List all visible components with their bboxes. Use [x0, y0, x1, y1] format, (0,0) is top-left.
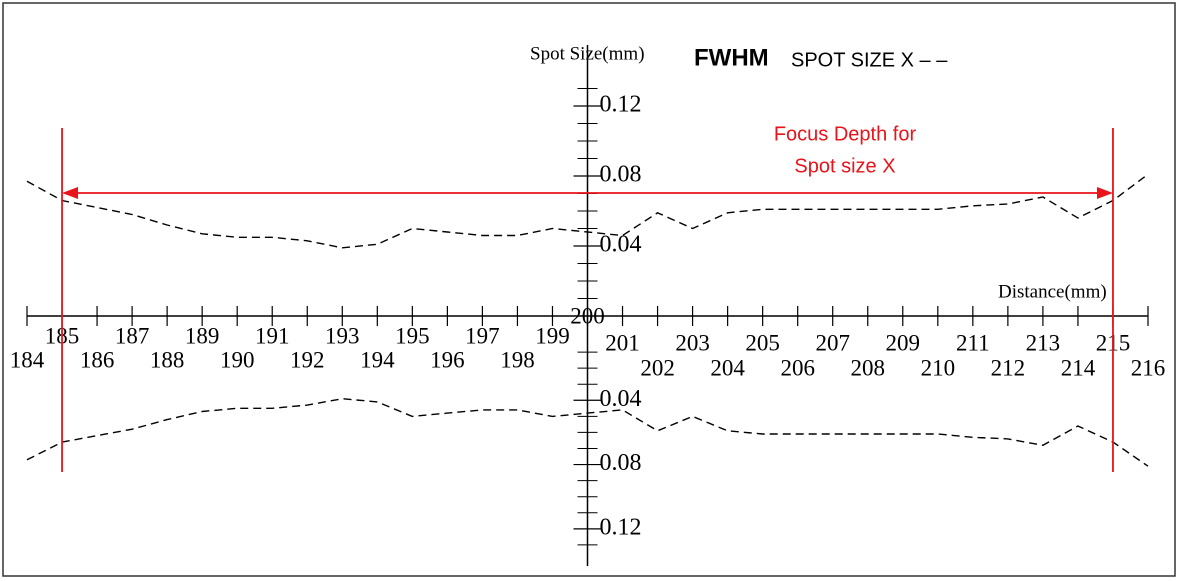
x-tick-label: 202 — [640, 355, 675, 380]
y-tick-label: 0.04 — [600, 232, 642, 258]
arrow-head — [1096, 187, 1113, 199]
line — [26, 173, 1149, 249]
x-tick-label: 210 — [921, 355, 956, 380]
x-tick-label: 206 — [780, 355, 815, 380]
x-tick-label: 205 — [745, 330, 780, 355]
title: SPOT SIZE X – – — [791, 49, 948, 71]
annotation: Spot size X — [794, 155, 895, 177]
x-title: Distance(mm) — [998, 281, 1107, 302]
x-tick-label: 201 — [605, 330, 640, 355]
x-tick-label: 188 — [150, 347, 185, 372]
x-tick-label: 197 — [465, 323, 500, 348]
x-tick-label: 204 — [710, 355, 745, 380]
x-tick-label: 195 — [395, 323, 430, 348]
x-tick-label: 184 — [10, 347, 45, 372]
x-tick-label: 196 — [430, 347, 465, 372]
y-tick-label: 0.08 — [600, 162, 642, 188]
x-tick-label: 192 — [290, 347, 325, 372]
x-tick-label: 199 — [535, 323, 570, 348]
x-tick-label: 186 — [80, 347, 115, 372]
x-tick-label: 200 — [570, 303, 605, 328]
x-tick-label: 193 — [325, 323, 360, 348]
title-bold: FWHM — [694, 44, 769, 71]
x-tick-label: 207 — [815, 330, 850, 355]
y-tick-label: 0.08 — [600, 450, 642, 476]
x-tick-label: 190 — [220, 347, 255, 372]
y-tick-label: 0.12 — [600, 514, 642, 540]
x-tick-label: 198 — [500, 347, 535, 372]
y-tick-label: 0.12 — [600, 92, 642, 118]
line — [26, 397, 1149, 467]
x-tick-label: 214 — [1061, 355, 1096, 380]
x-tick-label: 187 — [115, 323, 150, 348]
annotation: Focus Depth for — [774, 123, 917, 145]
arrow-head — [62, 187, 79, 199]
x-tick-label: 213 — [1026, 330, 1061, 355]
x-tick-label: 191 — [255, 323, 290, 348]
x-tick-label: 189 — [185, 323, 220, 348]
x-tick-label: 194 — [360, 347, 395, 372]
x-tick-label: 209 — [886, 330, 921, 355]
y-tick-label: 0.04 — [600, 386, 642, 412]
x-tick-label: 211 — [956, 330, 990, 355]
x-tick-label: 216 — [1131, 355, 1166, 380]
x-tick-label: 208 — [851, 355, 886, 380]
x-tick-label: 203 — [675, 330, 710, 355]
x-tick-label: 212 — [991, 355, 1026, 380]
